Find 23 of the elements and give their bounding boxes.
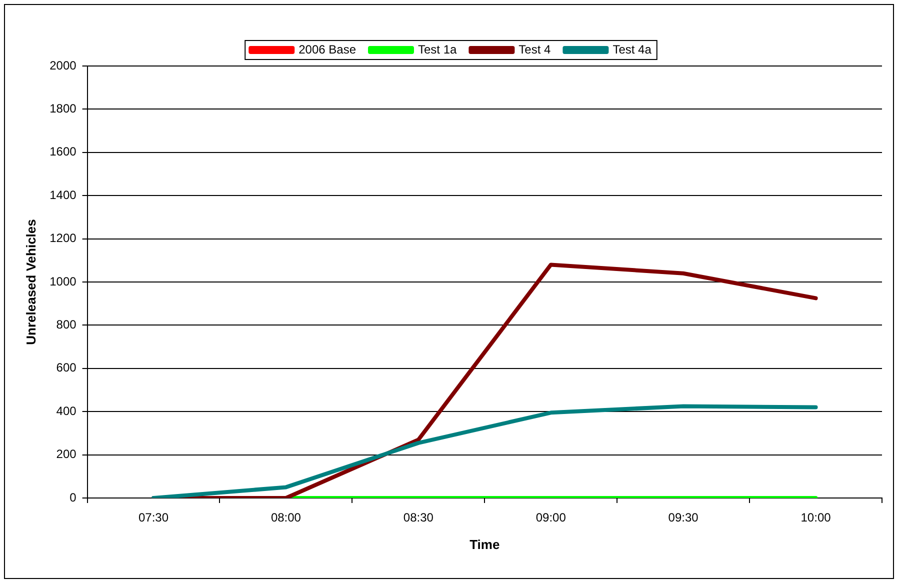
y-tick-label: 200: [56, 447, 77, 462]
y-tick-label: 800: [56, 318, 77, 332]
y-tick-label: 1400: [50, 188, 77, 202]
legend-label: Test 4a: [612, 42, 652, 56]
x-tick-label: 10:00: [800, 510, 832, 525]
x-tick-label: 09:00: [536, 510, 566, 525]
y-tick-label: 2000: [50, 58, 77, 72]
x-tick-label: 08:00: [270, 510, 302, 525]
legend-label: 2006 Base: [298, 42, 356, 56]
y-tick-label: 400: [56, 404, 77, 418]
legend-label: Test 1a: [418, 42, 458, 56]
x-tick-label: 09:30: [668, 510, 699, 525]
y-tick-label: 600: [56, 360, 77, 375]
x-axis-title: Time: [470, 536, 500, 552]
x-tick-label: 07:30: [138, 510, 169, 525]
x-tick-label: 08:30: [403, 510, 434, 525]
y-tick-label: 1200: [50, 231, 77, 246]
y-tick-label: 1800: [50, 102, 77, 116]
y-tick-label: 1600: [50, 144, 77, 159]
y-axis-title: Unreleased Vehicles: [23, 219, 38, 345]
y-tick-label: 1000: [50, 274, 77, 288]
legend-label: Test 4: [518, 42, 552, 56]
y-tick-label: 0: [70, 490, 77, 504]
